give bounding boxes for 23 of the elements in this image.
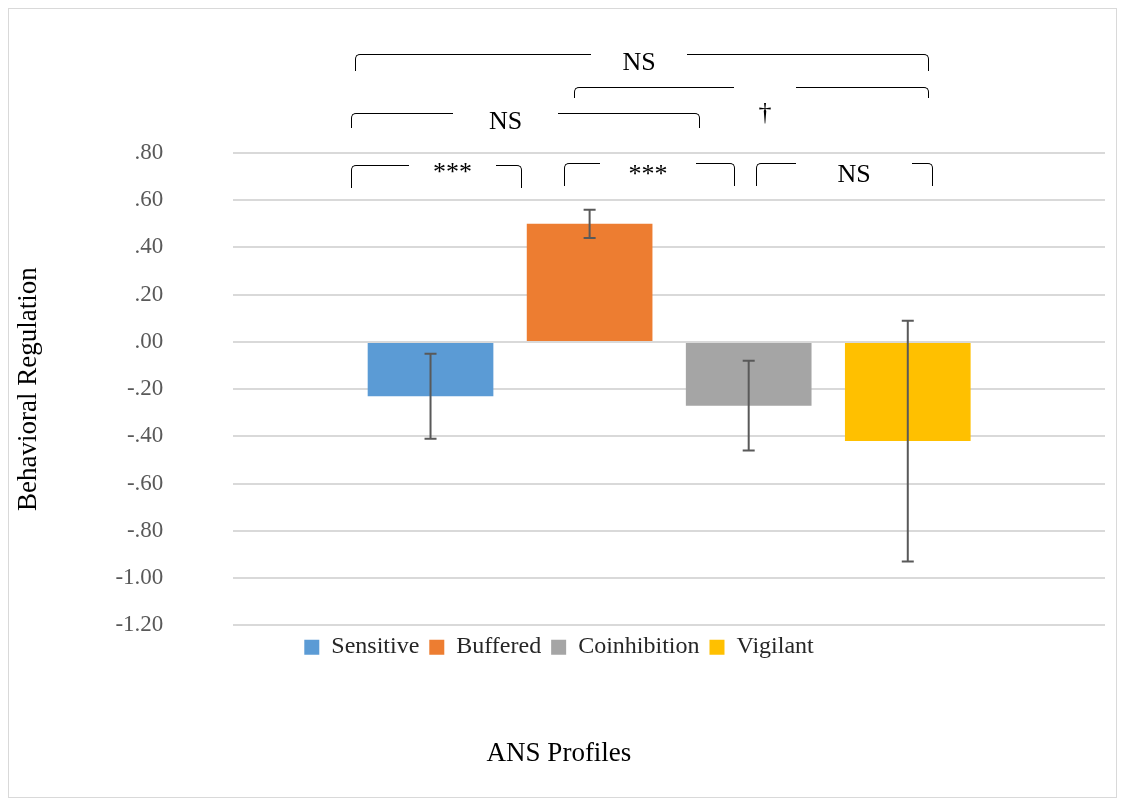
- legend-label: Vigilant: [736, 632, 815, 659]
- annotation: NS: [836, 159, 872, 189]
- y-tick-label: -.40: [126, 422, 164, 448]
- y-tick-label: -.20: [126, 375, 164, 401]
- annotation: ***: [432, 157, 473, 187]
- y-tick-label: .20: [134, 280, 164, 306]
- legend-label: Coinhibition: [578, 632, 700, 659]
- text: NS: [487, 106, 524, 136]
- y-axis-title: Behavioral Regulation: [12, 266, 43, 511]
- y-tick-label: .40: [134, 233, 164, 259]
- y-tick-label: .00: [134, 327, 164, 353]
- y-tick-label: -1.00: [115, 564, 164, 590]
- legend-label: Buffered: [456, 632, 542, 659]
- y-tick-label: -.80: [126, 516, 164, 542]
- annotation: ***: [627, 159, 669, 189]
- y-tick-label: -.60: [126, 469, 164, 495]
- y-tick-label: .60: [134, 186, 164, 212]
- legend-label: Sensitive: [331, 632, 420, 659]
- y-tick-label: .80: [134, 139, 164, 165]
- y-tick-label: -1.20: [115, 611, 164, 637]
- text: †: [757, 97, 773, 127]
- text: NS: [621, 47, 657, 77]
- x-axis-title: ANS Profiles: [485, 737, 633, 768]
